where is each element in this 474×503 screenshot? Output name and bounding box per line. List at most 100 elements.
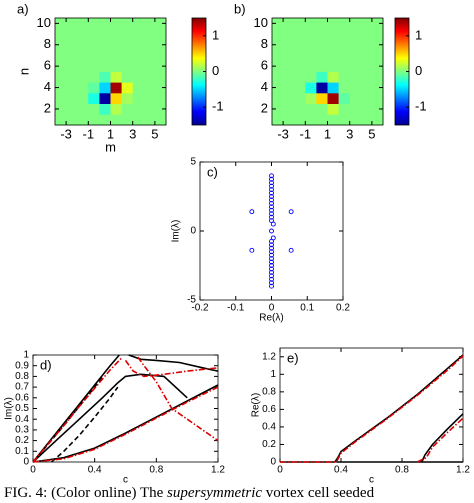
heat-cell [77,103,89,115]
y-tick-label: 1 [23,350,29,361]
x-tick-label: 0 [269,303,275,314]
heat-cell [294,60,306,72]
heat-cell [371,114,384,126]
heat-cell [283,71,295,83]
heat-cell [66,103,78,115]
scatter-point [269,214,274,220]
x-tick-label: 3 [346,126,353,141]
heat-cell [110,50,122,62]
heat-cell [283,103,295,115]
heat-cell [110,39,122,51]
heat-cell [132,28,145,40]
x-tick-label: 0 [30,465,36,476]
heat-cell [154,114,167,126]
heat-cell [327,18,339,30]
x-axis-label: m [105,139,116,154]
scatter-point [269,242,274,248]
heat-cell [294,28,306,40]
heat-cell [327,28,339,40]
y-tick-label: -5 [187,295,196,306]
scatter-point [269,207,274,213]
y-tick-label: 0.4 [262,422,276,433]
heat-cell [371,60,384,72]
x-tick-label: -0.2 [191,303,209,314]
heat-cell [338,28,351,40]
heat-cell [371,71,384,83]
heat-cell [88,114,100,126]
scatter-point [269,180,274,186]
heat-cell [121,50,134,62]
heat-cell [55,71,67,83]
scatter-point [269,194,274,199]
heat-cell [154,92,167,104]
heat-cell [360,50,373,62]
heat-cell [272,103,284,115]
heat-cell [143,18,156,30]
heat-cell [55,28,67,40]
line-series [32,386,219,463]
heat-cell [349,50,362,62]
heat-cell [55,18,67,30]
heat-cell [327,103,339,115]
panel-label: a) [17,1,29,16]
heat-cell [66,82,78,94]
scatter-point [269,263,274,268]
heat-cell [154,50,167,62]
y-tick-label: 0.2 [15,435,29,446]
heat-cell [154,103,167,115]
heat-cell [110,103,122,115]
heat-cell [121,60,134,72]
heat-cell [77,39,89,51]
heat-cell [77,28,89,40]
caption-emphasis: supersymmetric [167,485,262,501]
x-tick-label: 0.1 [300,303,314,314]
y-axis-label: Re(λ) [251,393,262,417]
heat-cell [316,114,328,126]
heat-cell [99,50,111,62]
heat-cell [316,18,328,30]
heat-cell [338,92,351,104]
heat-cell [110,60,122,72]
heat-cell [55,50,67,62]
heat-cell [305,103,317,115]
heat-cell [99,39,111,51]
heat-cell [272,50,284,62]
scatter-point [269,256,274,262]
heat-cell [294,50,306,62]
heat-cell [66,18,78,30]
x-tick-label: 0.8 [395,465,409,476]
heat-cell [154,18,167,30]
heat-cell [360,28,373,40]
line-series [32,384,219,463]
heat-cell [349,92,362,104]
heat-cell [316,103,328,115]
scatter-point [249,209,255,215]
heat-cell [360,71,373,83]
heat-cell [371,28,384,40]
colorbar-tick-label: -1 [212,99,224,114]
heat-cell [110,114,122,126]
scatter-point [269,200,274,206]
line-series [280,355,464,463]
heat-cell [327,82,339,94]
heat-cell [77,114,89,126]
line-series [32,356,123,463]
heat-cell [294,114,306,126]
heat-cell [154,28,167,40]
heat-cell [154,71,167,83]
heat-cell [338,114,351,126]
scatter-point [269,183,274,189]
heat-cell [88,92,100,104]
caption: FIG. 4: (Color online) The supersymmetri… [4,485,375,501]
heat-cell [132,60,145,72]
y-tick-label: 2 [261,100,268,115]
heat-cell [272,28,284,40]
heat-cell [349,82,362,94]
scatter-point [269,283,274,289]
x-tick-label: 1 [324,126,331,141]
heat-cell [338,39,351,51]
heat-cell [305,50,317,62]
scatter-point [269,176,274,182]
heat-cell [110,28,122,40]
heat-cell [327,39,339,51]
